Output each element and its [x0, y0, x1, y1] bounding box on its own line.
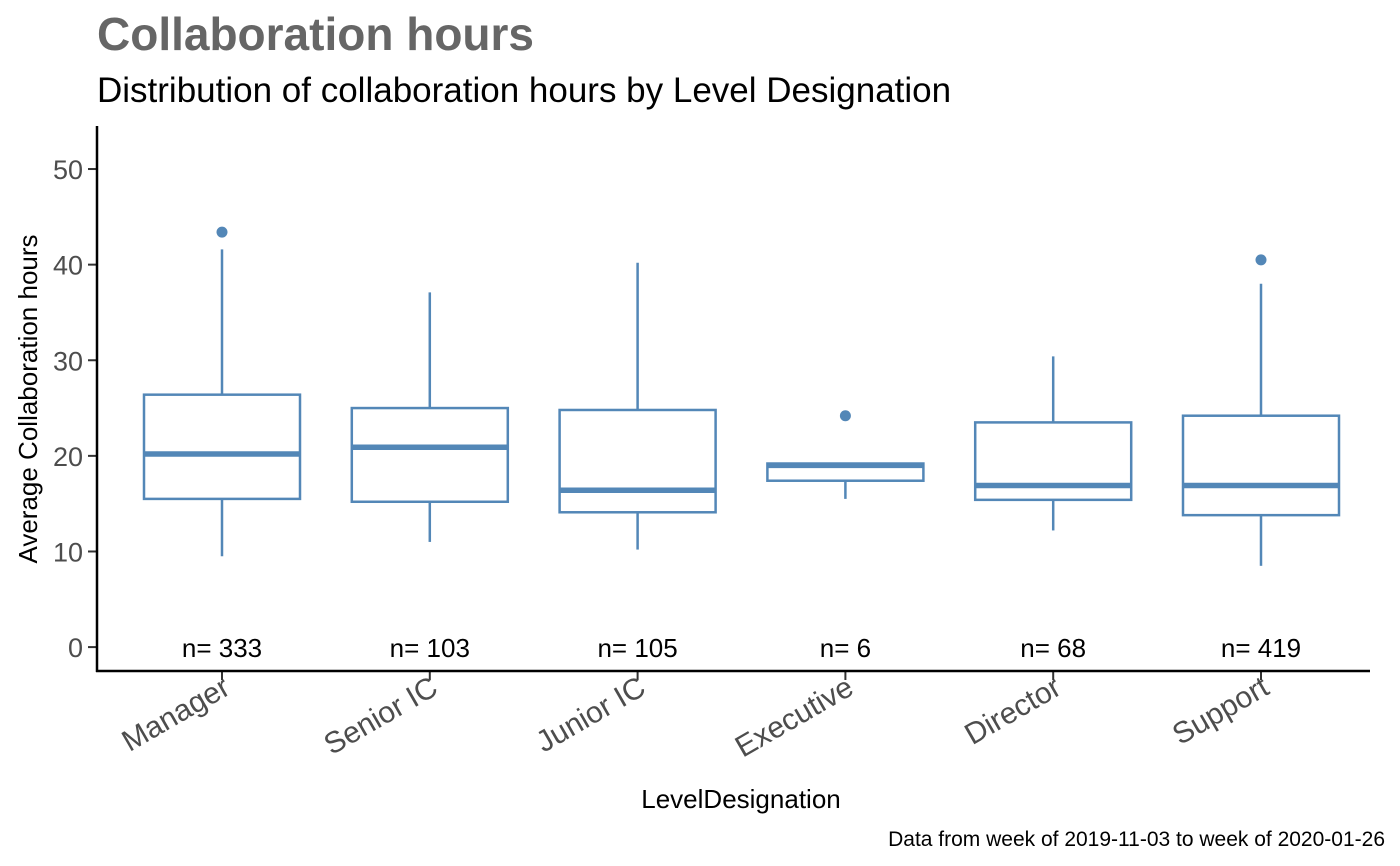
n-count-label: n= 333 [182, 633, 262, 663]
y-tick-label: 0 [68, 633, 83, 663]
box-group-senior-ic [350, 292, 510, 542]
box-group-junior-ic [558, 262, 717, 550]
n-count-label: n= 419 [1221, 633, 1301, 663]
box-iqr [142, 393, 302, 501]
outlier-point [839, 410, 851, 422]
box-group-manager [142, 226, 302, 557]
x-tick-label: Director [959, 670, 1066, 751]
n-count-label: n= 105 [597, 633, 677, 663]
y-tick-label: 10 [53, 537, 83, 567]
chart-title: Collaboration hours [97, 8, 534, 60]
n-count-label: n= 6 [820, 633, 871, 663]
y-axis-title: Average Collaboration hours [13, 234, 43, 563]
x-tick-label: Support [1167, 670, 1275, 751]
chart-caption: Data from week of 2019-11-03 to week of … [888, 828, 1385, 851]
box-group-director [973, 356, 1133, 531]
n-count-label: n= 68 [1020, 633, 1086, 663]
box-iqr [558, 408, 717, 514]
x-tick-label: Junior IC [531, 670, 651, 759]
y-tick-label: 30 [53, 346, 83, 376]
outlier-point [216, 226, 228, 238]
box-group-support [1181, 254, 1341, 566]
box-group-executive [766, 410, 925, 499]
x-tick-label: Executive [730, 670, 859, 764]
box-iqr [350, 406, 510, 504]
y-tick-label: 40 [53, 251, 83, 281]
y-axis-ticks: 0 10 20 30 40 50 [53, 155, 97, 663]
outlier-point [1255, 254, 1267, 266]
x-tick-label: Senior IC [318, 670, 443, 761]
y-tick-label: 20 [53, 442, 83, 472]
x-tick-label: Manager [116, 670, 235, 758]
n-count-labels: n= 333 n= 103 n= 105 n= 6 n= 68 n= 419 [182, 633, 1301, 663]
x-axis-ticks: Manager Senior IC Junior IC Executive Direct… [116, 670, 1275, 764]
box-iqr [1181, 414, 1341, 517]
n-count-label: n= 103 [390, 633, 470, 663]
chart-subtitle: Distribution of collaboration hours by L… [97, 71, 951, 110]
y-tick-label: 50 [53, 155, 83, 185]
x-axis-title: LevelDesignation [641, 784, 840, 814]
box-series [142, 226, 1341, 566]
